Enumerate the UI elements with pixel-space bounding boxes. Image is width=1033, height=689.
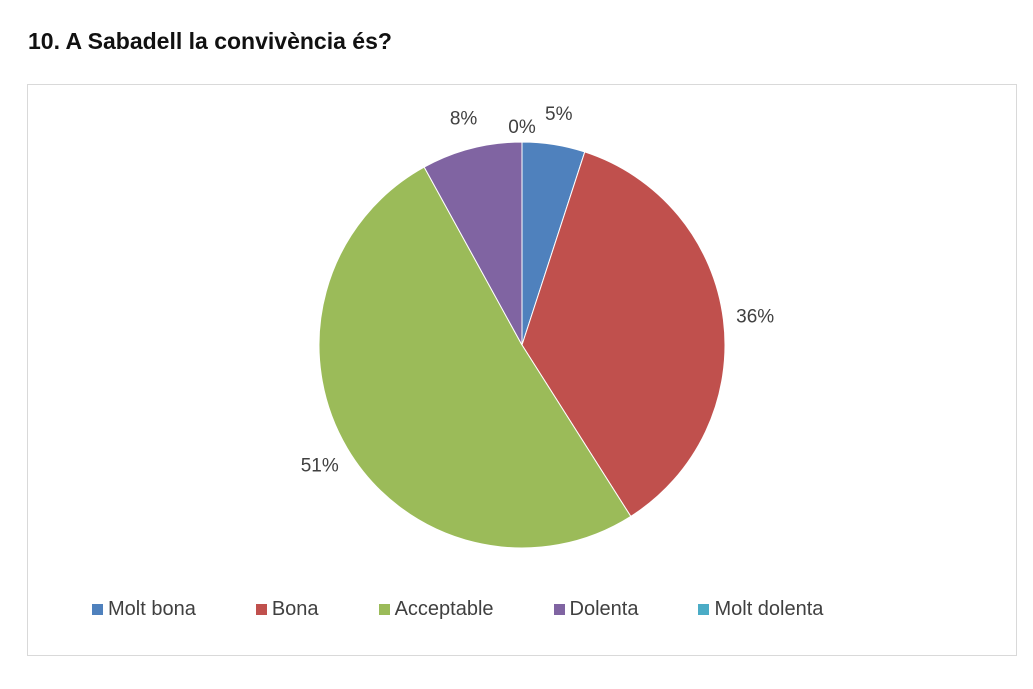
pie-slice-dolenta — [423, 141, 523, 346]
legend-item: Bona — [255, 598, 319, 621]
chart-title: 10. A Sabadell la convivència és? — [28, 28, 392, 54]
legend-item: Acceptable — [378, 598, 494, 621]
legend-label: Molt dolenta — [714, 598, 824, 620]
data-label: 5% — [545, 104, 573, 125]
legend-swatch — [698, 604, 710, 615]
legend-label: Acceptable — [394, 598, 494, 620]
legend-label: Molt bona — [108, 598, 196, 620]
legend-swatch — [92, 604, 103, 615]
data-label: 8% — [450, 108, 478, 129]
legend-swatch — [553, 604, 565, 615]
pie-slice-acceptable — [318, 166, 632, 549]
data-label: 0% — [508, 117, 536, 138]
chart-frame — [27, 84, 1017, 656]
data-label: 51% — [301, 456, 339, 477]
legend-label: Bona — [271, 598, 319, 620]
legend-swatch — [378, 604, 390, 615]
legend-item: Molt bona — [92, 598, 196, 621]
legend-item: Dolenta — [553, 598, 639, 621]
legend-swatch — [255, 604, 267, 615]
legend-item: Molt dolenta — [698, 598, 823, 621]
legend: Molt bona Bona Acceptable Dolenta Molt dolen… — [92, 598, 883, 621]
data-label: 36% — [736, 307, 774, 328]
legend-label: Dolenta — [569, 598, 639, 620]
pie-slice-bona — [521, 151, 726, 518]
